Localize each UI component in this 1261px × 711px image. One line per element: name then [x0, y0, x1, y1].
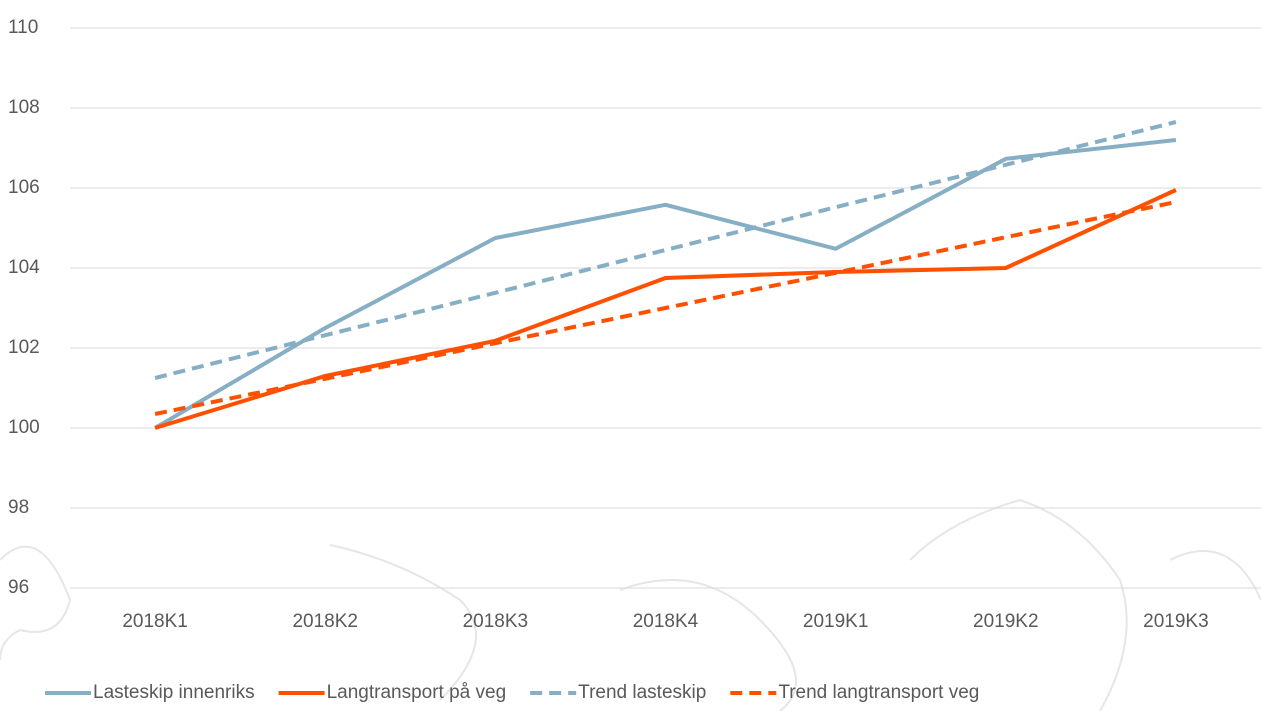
- y-tick-label: 104: [8, 257, 40, 278]
- x-tick-label: 2018K4: [633, 611, 699, 632]
- legend-label: Langtransport på veg: [327, 682, 507, 703]
- series-line: [154, 120, 1177, 380]
- x-tick-label: 2019K3: [1143, 611, 1209, 632]
- y-tick-label: 100: [8, 417, 40, 438]
- legend-label: Trend lasteskip: [578, 682, 706, 703]
- x-tick-label: 2019K2: [973, 611, 1039, 632]
- series-line: [154, 188, 1177, 430]
- x-tick-label: 2018K3: [463, 611, 529, 632]
- y-tick-label: 106: [8, 177, 40, 198]
- y-tick-label: 110: [8, 17, 38, 38]
- y-tick-label: 98: [8, 497, 29, 518]
- x-tick-label: 2019K1: [803, 611, 869, 632]
- legend-label: Trend langtransport veg: [778, 682, 979, 703]
- series-line: [154, 200, 1177, 416]
- x-tick-label: 2018K2: [292, 611, 358, 632]
- y-tick-label: 108: [8, 97, 40, 118]
- background-map: [0, 498, 1261, 711]
- x-tick-label: 2018K1: [122, 611, 188, 632]
- y-tick-label: 96: [8, 577, 29, 598]
- y-tick-label: 102: [8, 337, 40, 358]
- series-line: [154, 138, 1177, 430]
- legend-label: Lasteskip innenriks: [93, 682, 255, 703]
